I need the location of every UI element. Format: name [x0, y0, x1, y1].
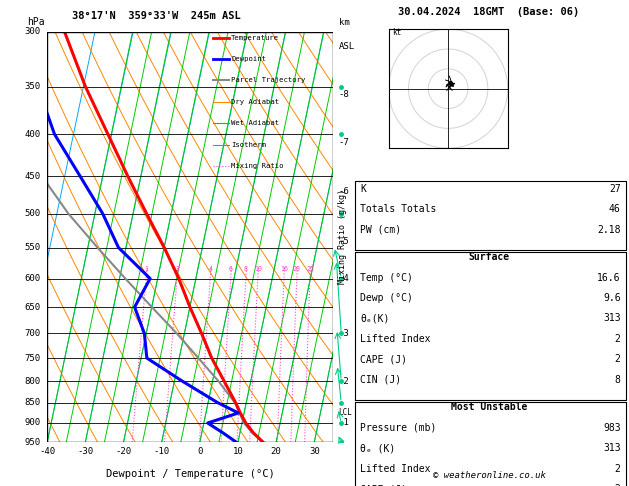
Text: Dewpoint / Temperature (°C): Dewpoint / Temperature (°C) — [106, 469, 275, 479]
Text: 8: 8 — [244, 266, 248, 272]
Text: K: K — [360, 184, 366, 194]
Text: 2: 2 — [615, 334, 621, 344]
Text: Parcel Trajectory: Parcel Trajectory — [231, 77, 306, 84]
Text: 450: 450 — [25, 172, 41, 180]
Text: 10: 10 — [233, 447, 243, 456]
Text: Temp (°C): Temp (°C) — [360, 273, 413, 283]
Text: Lifted Index: Lifted Index — [360, 464, 431, 474]
Text: -1: -1 — [338, 418, 349, 428]
Text: Dewp (°C): Dewp (°C) — [360, 293, 413, 303]
Text: 20: 20 — [293, 266, 301, 272]
Text: 16.6: 16.6 — [597, 273, 621, 283]
Text: 16: 16 — [280, 266, 288, 272]
Text: PW (cm): PW (cm) — [360, 225, 401, 235]
Text: kt: kt — [392, 28, 402, 37]
Text: 900: 900 — [25, 418, 41, 428]
Text: Dry Adiabat: Dry Adiabat — [231, 99, 279, 105]
Text: θₑ (K): θₑ (K) — [360, 443, 396, 453]
Text: LCL: LCL — [338, 408, 352, 417]
Text: -4: -4 — [338, 274, 349, 283]
Text: Dewpoint: Dewpoint — [231, 56, 266, 62]
Text: 2: 2 — [615, 464, 621, 474]
Text: Pressure (mb): Pressure (mb) — [360, 423, 437, 433]
Text: 500: 500 — [25, 209, 41, 218]
Text: © weatheronline.co.uk: © weatheronline.co.uk — [433, 471, 545, 480]
Text: 6: 6 — [229, 266, 233, 272]
Text: -20: -20 — [116, 447, 131, 456]
Text: 850: 850 — [25, 398, 41, 407]
Text: -5: -5 — [338, 237, 349, 245]
Text: 25: 25 — [306, 266, 314, 272]
Text: Mixing Ratio: Mixing Ratio — [231, 163, 284, 169]
Text: 2: 2 — [615, 484, 621, 486]
Text: 600: 600 — [25, 274, 41, 283]
Text: 0: 0 — [197, 447, 203, 456]
Text: CIN (J): CIN (J) — [360, 375, 401, 385]
Text: Lifted Index: Lifted Index — [360, 334, 431, 344]
Text: 313: 313 — [603, 313, 621, 324]
Text: 20: 20 — [270, 447, 282, 456]
Text: hPa: hPa — [27, 17, 45, 28]
Text: Mixing Ratio (g/kg): Mixing Ratio (g/kg) — [338, 190, 347, 284]
Text: -3: -3 — [338, 329, 349, 338]
Text: θₑ(K): θₑ(K) — [360, 313, 390, 324]
Text: 750: 750 — [25, 353, 41, 363]
Text: Temperature: Temperature — [231, 35, 279, 41]
Text: -10: -10 — [153, 447, 170, 456]
Text: CAPE (J): CAPE (J) — [360, 354, 408, 364]
Text: 27: 27 — [609, 184, 621, 194]
Text: CAPE (J): CAPE (J) — [360, 484, 408, 486]
Text: Isotherm: Isotherm — [231, 141, 266, 148]
Text: 2: 2 — [615, 354, 621, 364]
Text: 4: 4 — [208, 266, 213, 272]
Text: 9.6: 9.6 — [603, 293, 621, 303]
Text: 2: 2 — [175, 266, 179, 272]
Text: 8: 8 — [615, 375, 621, 385]
Text: 400: 400 — [25, 130, 41, 139]
Text: ASL: ASL — [338, 42, 355, 51]
Text: 38°17'N  359°33'W  245m ASL: 38°17'N 359°33'W 245m ASL — [72, 11, 240, 21]
Text: 983: 983 — [603, 423, 621, 433]
Text: 300: 300 — [25, 27, 41, 36]
Text: Totals Totals: Totals Totals — [360, 204, 437, 214]
Text: 550: 550 — [25, 243, 41, 252]
Text: -7: -7 — [338, 139, 349, 147]
Text: Wet Adiabat: Wet Adiabat — [231, 120, 279, 126]
Text: 700: 700 — [25, 329, 41, 338]
Text: -40: -40 — [39, 447, 55, 456]
Text: 650: 650 — [25, 303, 41, 312]
Text: 800: 800 — [25, 377, 41, 385]
Text: Most Unstable: Most Unstable — [451, 402, 527, 413]
Text: Surface: Surface — [469, 252, 509, 262]
Text: -30: -30 — [77, 447, 93, 456]
Text: 1: 1 — [145, 266, 148, 272]
Text: -8: -8 — [338, 90, 349, 99]
Text: 30: 30 — [309, 447, 320, 456]
Text: -2: -2 — [338, 377, 349, 385]
Text: km: km — [338, 18, 349, 28]
Text: 46: 46 — [609, 204, 621, 214]
Text: 30.04.2024  18GMT  (Base: 06): 30.04.2024 18GMT (Base: 06) — [398, 7, 580, 17]
Text: 2.18: 2.18 — [597, 225, 621, 235]
Text: -6: -6 — [338, 187, 349, 196]
Text: 10: 10 — [254, 266, 262, 272]
Text: 313: 313 — [603, 443, 621, 453]
Text: 950: 950 — [25, 438, 41, 447]
Text: 350: 350 — [25, 82, 41, 91]
